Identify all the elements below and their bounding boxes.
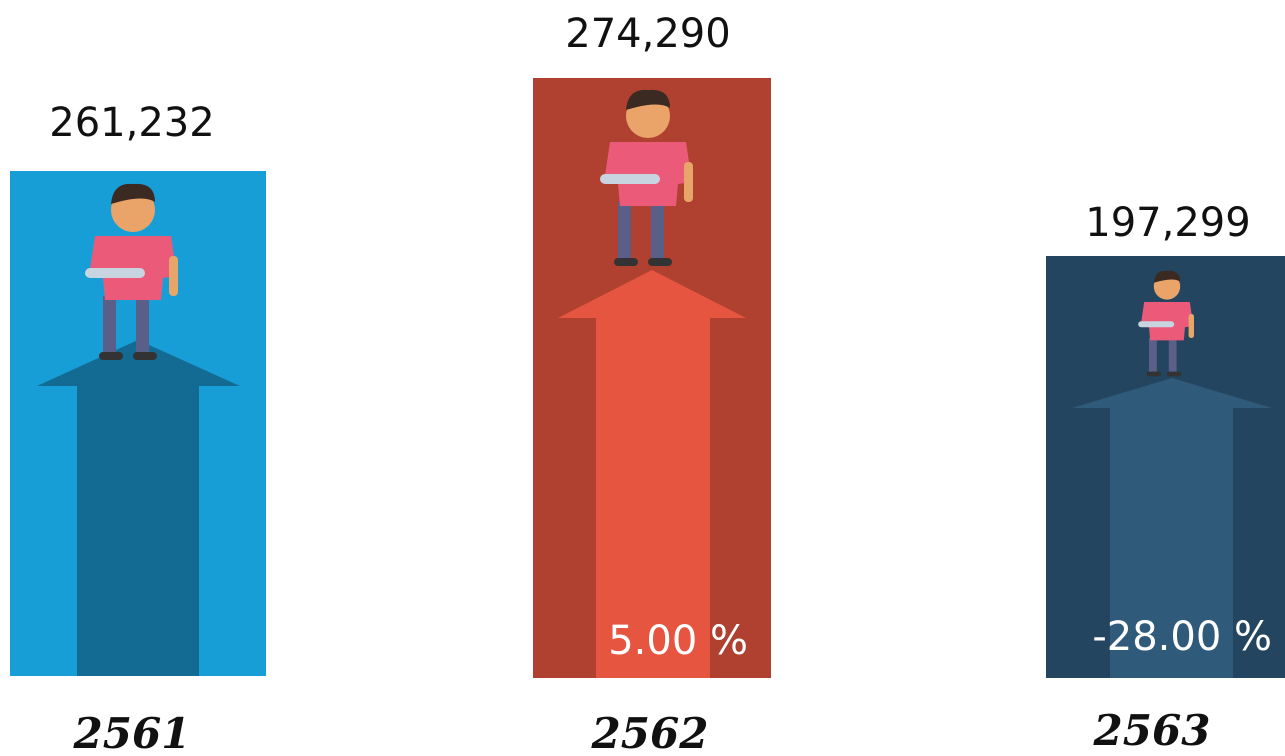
value-label: 261,232 bbox=[49, 100, 214, 146]
year-label: 2562 bbox=[591, 709, 709, 756]
value-label: 197,299 bbox=[1085, 200, 1250, 246]
year-label: 2561 bbox=[73, 709, 191, 756]
value-label: 274,290 bbox=[565, 11, 730, 57]
change-label: -28.00 % bbox=[1092, 614, 1272, 660]
arrow bbox=[37, 340, 240, 676]
arrow bbox=[1072, 378, 1272, 678]
arrow bbox=[558, 270, 746, 678]
change-label: 5.00 % bbox=[608, 618, 748, 664]
year-label: 2563 bbox=[1093, 706, 1211, 755]
